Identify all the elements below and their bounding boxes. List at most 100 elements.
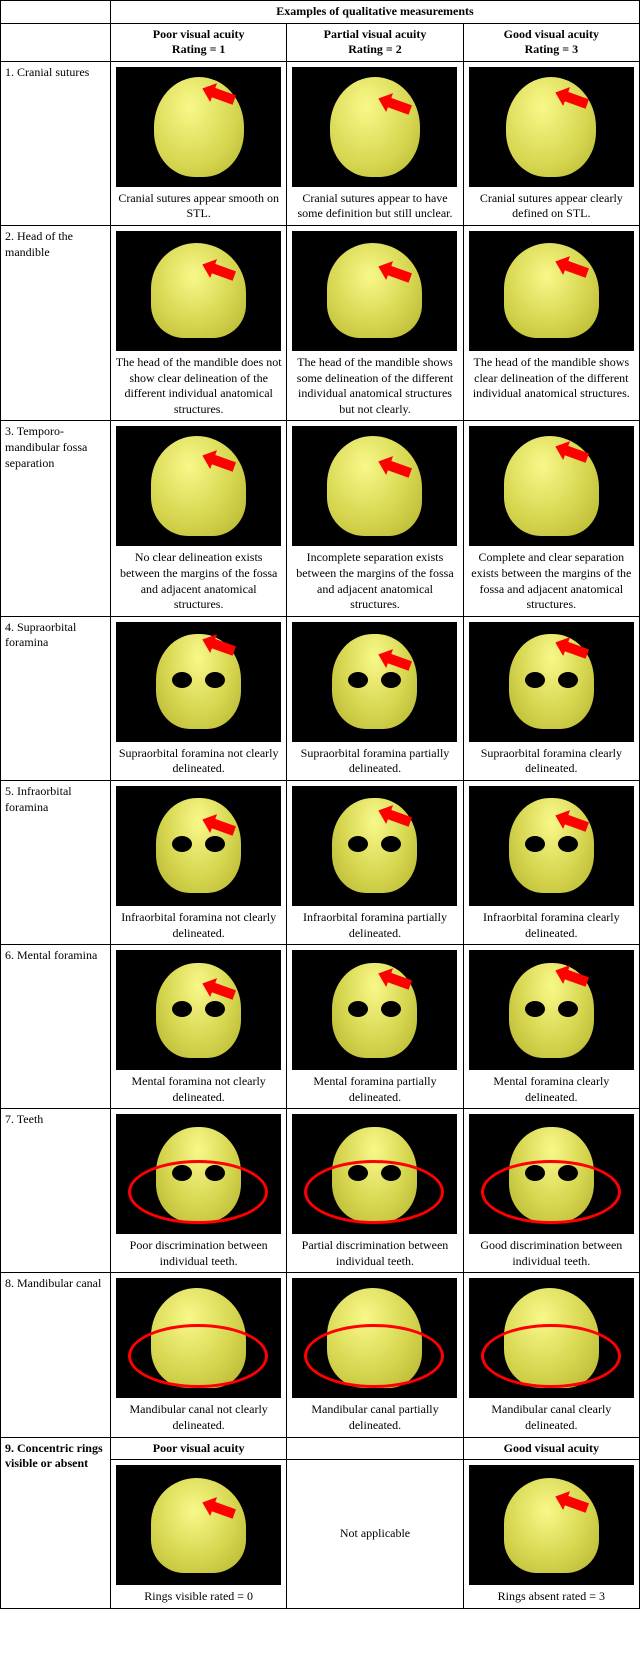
caption: Mental foramina not clearly delineated. — [115, 1074, 282, 1105]
row-label: 1. Cranial sutures — [1, 61, 111, 225]
table-cell: Infraorbital foramina partially delineat… — [287, 780, 463, 944]
skull-illustration — [156, 963, 241, 1058]
image-box — [469, 622, 634, 742]
row-label: 3. Temporo-mandibular fossa separation — [1, 421, 111, 616]
table-cell: Cranial sutures appear clearly defined o… — [463, 61, 639, 225]
image-box — [469, 231, 634, 351]
caption: Infraorbital foramina clearly delineated… — [468, 910, 635, 941]
col-header-poor: Poor visual acuity Rating = 1 — [111, 23, 287, 61]
table-cell: The head of the mandible shows clear del… — [463, 225, 639, 420]
skull-illustration — [330, 77, 420, 177]
caption: Infraorbital foramina partially delineat… — [291, 910, 458, 941]
alt-col-header: Good visual acuity — [463, 1437, 639, 1460]
ellipse-annotation — [128, 1324, 268, 1388]
image-box — [292, 426, 457, 546]
caption: Mandibular canal clearly delineated. — [468, 1402, 635, 1433]
image-box — [116, 67, 281, 187]
row-label: 9. Concentric rings visible or absent — [1, 1437, 111, 1608]
skull-illustration — [509, 798, 594, 893]
skull-illustration — [151, 1478, 246, 1573]
row-label: 8. Mandibular canal — [1, 1273, 111, 1437]
caption: The head of the mandible shows clear del… — [468, 355, 635, 402]
table-cell: Partial discrimination between individua… — [287, 1109, 463, 1273]
row-label: 6. Mental foramina — [1, 945, 111, 1109]
caption: Cranial sutures appear to have some defi… — [291, 191, 458, 222]
ellipse-annotation — [304, 1324, 444, 1388]
caption: Complete and clear separation exists bet… — [468, 550, 635, 612]
row-label: 5. Infraorbital foramina — [1, 780, 111, 944]
table-cell: Infraorbital foramina clearly delineated… — [463, 780, 639, 944]
image-box — [292, 67, 457, 187]
image-box — [116, 1465, 281, 1585]
image-box — [292, 1114, 457, 1234]
table-cell: Supraorbital foramina clearly delineated… — [463, 616, 639, 780]
image-box — [116, 231, 281, 351]
col-header-partial: Partial visual acuity Rating = 2 — [287, 23, 463, 61]
caption: The head of the mandible does not show c… — [115, 355, 282, 417]
skull-illustration — [504, 243, 599, 338]
corner-cell-2 — [1, 23, 111, 61]
caption: No clear delineation exists between the … — [115, 550, 282, 612]
table-cell: Good discrimination between individual t… — [463, 1109, 639, 1273]
image-box — [469, 1114, 634, 1234]
table-cell: The head of the mandible shows some deli… — [287, 225, 463, 420]
skull-illustration — [504, 1478, 599, 1573]
image-box — [292, 1278, 457, 1398]
row-label: 2. Head of the mandible — [1, 225, 111, 420]
qualitative-measurements-table: Examples of qualitative measurements Poo… — [0, 0, 640, 1609]
table-cell: Mandibular canal clearly delineated. — [463, 1273, 639, 1437]
image-box — [469, 1465, 634, 1585]
caption: Mental foramina partially delineated. — [291, 1074, 458, 1105]
caption: Supraorbital foramina clearly delineated… — [468, 746, 635, 777]
image-box — [116, 1114, 281, 1234]
image-box — [469, 1278, 634, 1398]
caption: Supraorbital foramina not clearly deline… — [115, 746, 282, 777]
caption: The head of the mandible shows some deli… — [291, 355, 458, 417]
table-cell: Complete and clear separation exists bet… — [463, 421, 639, 616]
table-cell: No clear delineation exists between the … — [111, 421, 287, 616]
table-cell: Rings visible rated = 0 — [111, 1460, 287, 1609]
caption: Mandibular canal partially delineated. — [291, 1402, 458, 1433]
image-box — [116, 1278, 281, 1398]
image-box — [116, 786, 281, 906]
image-box — [292, 786, 457, 906]
ellipse-annotation — [481, 1160, 621, 1224]
corner-cell — [1, 1, 111, 24]
col-header-line1: Partial visual acuity — [324, 27, 427, 41]
col-header-line2: Rating = 2 — [348, 42, 402, 56]
col-header-good: Good visual acuity Rating = 3 — [463, 23, 639, 61]
alt-col-header: Poor visual acuity — [111, 1437, 287, 1460]
table-cell: Cranial sutures appear smooth on STL. — [111, 61, 287, 225]
caption: Rings absent rated = 3 — [468, 1589, 635, 1605]
skull-illustration — [151, 436, 246, 536]
image-box — [469, 786, 634, 906]
caption: Infraorbital foramina not clearly deline… — [115, 910, 282, 941]
caption: Partial discrimination between individua… — [291, 1238, 458, 1269]
skull-illustration — [332, 634, 417, 729]
caption: Rings visible rated = 0 — [115, 1589, 282, 1605]
image-box — [292, 950, 457, 1070]
caption: Mental foramina clearly delineated. — [468, 1074, 635, 1105]
caption: Good discrimination between individual t… — [468, 1238, 635, 1269]
image-box — [292, 622, 457, 742]
table-cell: Infraorbital foramina not clearly deline… — [111, 780, 287, 944]
image-box — [469, 426, 634, 546]
image-box — [116, 950, 281, 1070]
skull-illustration — [154, 77, 244, 177]
table-cell: Mandibular canal partially delineated. — [287, 1273, 463, 1437]
skull-illustration — [327, 243, 422, 338]
skull-illustration — [156, 798, 241, 893]
skull-illustration — [506, 77, 596, 177]
ellipse-annotation — [304, 1160, 444, 1224]
caption: Poor discrimination between individual t… — [115, 1238, 282, 1269]
table-cell: The head of the mandible does not show c… — [111, 225, 287, 420]
table-cell: Cranial sutures appear to have some defi… — [287, 61, 463, 225]
table-cell: Mental foramina partially delineated. — [287, 945, 463, 1109]
table-cell: Mental foramina not clearly delineated. — [111, 945, 287, 1109]
col-header-line2: Rating = 3 — [525, 42, 579, 56]
image-box — [292, 231, 457, 351]
image-box — [116, 622, 281, 742]
image-box — [116, 426, 281, 546]
caption: Mandibular canal not clearly delineated. — [115, 1402, 282, 1433]
caption: Supraorbital foramina partially delineat… — [291, 746, 458, 777]
